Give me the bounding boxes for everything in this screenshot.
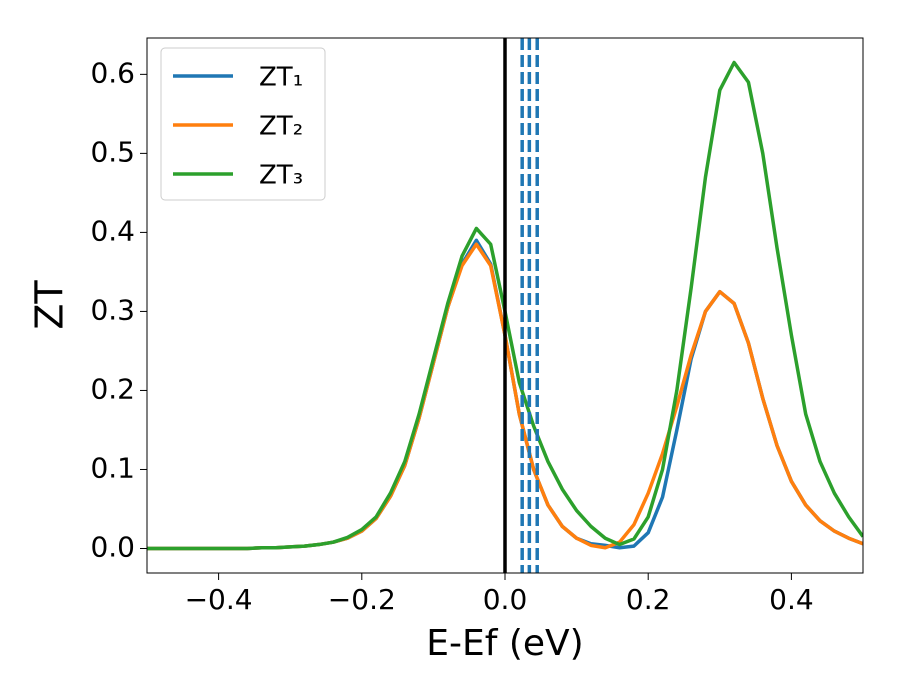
y-tick-label: 0.1 [90, 451, 135, 484]
x-tick-label: −0.4 [185, 583, 253, 616]
y-tick-label: 0.6 [90, 56, 135, 89]
y-tick-label: 0.0 [90, 531, 135, 564]
legend-label: ZT₂ [259, 112, 303, 142]
x-tick-label: 0.2 [626, 583, 671, 616]
plot [147, 38, 863, 573]
x-tick-label: 0.4 [769, 583, 814, 616]
y-tick-label: 0.5 [90, 135, 135, 168]
legend-label: ZT₁ [259, 63, 303, 93]
x-tick-label: −0.2 [328, 583, 396, 616]
x-tick-label: 0.0 [483, 583, 528, 616]
y-tick-label: 0.2 [90, 372, 135, 405]
y-axis-label: ZT [28, 280, 72, 330]
x-axis-label: E-Ef (eV) [426, 623, 583, 664]
plot-frame [146, 37, 864, 574]
legend-box [160, 47, 326, 201]
y-tick-label: 0.3 [90, 293, 135, 326]
legend-label: ZT₃ [259, 161, 303, 191]
y-tick-label: 0.4 [90, 214, 135, 247]
